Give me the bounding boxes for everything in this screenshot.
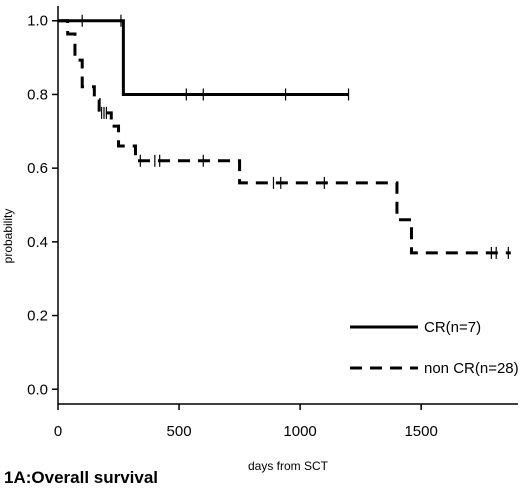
x-tick-label: 1000 [283, 423, 316, 440]
series-line-non-cr [58, 19, 511, 255]
survival-curves [58, 14, 511, 259]
y-axis-label: probability [1, 209, 15, 264]
x-axis-label: days from SCT [248, 459, 329, 473]
x-tick-label: 1500 [404, 423, 437, 440]
figure-caption: 1A:Overall survival [4, 468, 159, 487]
y-tick-label: 1.0 [27, 13, 48, 30]
y-tick-label: 0.0 [27, 381, 48, 398]
legend: CR(n=7) non CR(n=28) [350, 319, 519, 377]
y-tick-label: 0.4 [27, 234, 48, 251]
y-tick-label: 0.8 [27, 86, 48, 103]
legend-label-non-cr: non CR(n=28) [424, 360, 519, 377]
x-tick-label: 0 [54, 423, 62, 440]
y-tick-label: 0.2 [27, 308, 48, 325]
axes: 0.0 0.2 0.4 0.6 0.8 1.0 0 500 1000 1500 [27, 6, 518, 440]
x-tick-label: 500 [167, 423, 192, 440]
series-line-cr [58, 19, 349, 96]
y-tick-label: 0.6 [27, 160, 48, 177]
legend-label-cr: CR(n=7) [424, 319, 481, 336]
